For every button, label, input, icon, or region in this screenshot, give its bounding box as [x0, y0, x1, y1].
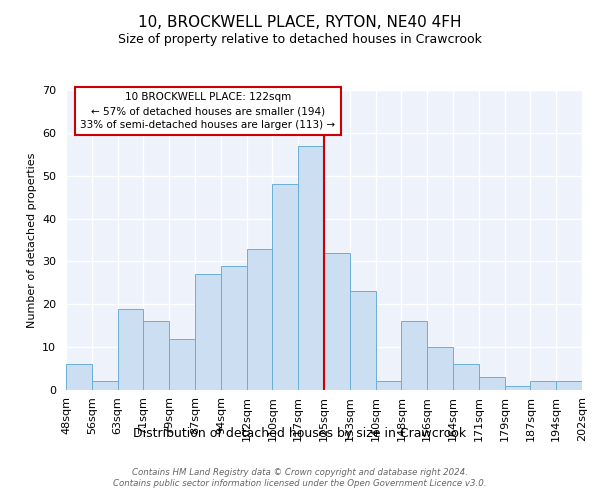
Bar	[272, 184, 298, 390]
Bar	[401, 322, 427, 390]
Bar	[376, 382, 401, 390]
Bar	[66, 364, 92, 390]
Text: Size of property relative to detached houses in Crawcrook: Size of property relative to detached ho…	[118, 32, 482, 46]
Text: Contains HM Land Registry data © Crown copyright and database right 2024.
Contai: Contains HM Land Registry data © Crown c…	[113, 468, 487, 487]
Bar	[169, 338, 195, 390]
Text: Distribution of detached houses by size in Crawcrook: Distribution of detached houses by size …	[133, 428, 467, 440]
Bar	[556, 382, 582, 390]
Text: 10, BROCKWELL PLACE, RYTON, NE40 4FH: 10, BROCKWELL PLACE, RYTON, NE40 4FH	[138, 15, 462, 30]
Y-axis label: Number of detached properties: Number of detached properties	[26, 152, 37, 328]
Bar	[453, 364, 479, 390]
Bar	[247, 248, 272, 390]
Bar	[118, 308, 143, 390]
Bar	[143, 322, 169, 390]
Bar	[92, 382, 118, 390]
Bar	[427, 347, 453, 390]
Text: 10 BROCKWELL PLACE: 122sqm
← 57% of detached houses are smaller (194)
33% of sem: 10 BROCKWELL PLACE: 122sqm ← 57% of deta…	[80, 92, 335, 130]
Bar	[530, 382, 556, 390]
Bar	[221, 266, 247, 390]
Bar	[324, 253, 350, 390]
Bar	[479, 377, 505, 390]
Bar	[350, 292, 376, 390]
Bar	[195, 274, 221, 390]
Bar	[505, 386, 530, 390]
Bar	[298, 146, 324, 390]
